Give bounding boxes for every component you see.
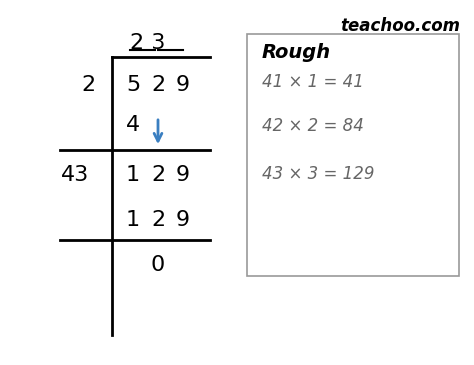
Text: 4: 4: [126, 115, 140, 135]
Text: 2: 2: [151, 165, 165, 185]
Text: 2: 2: [81, 75, 95, 95]
Text: 9: 9: [176, 75, 190, 95]
Text: 41 × 1 = 41: 41 × 1 = 41: [262, 73, 364, 91]
Text: 43 × 3 = 129: 43 × 3 = 129: [262, 165, 374, 183]
Text: 2 3: 2 3: [130, 33, 166, 53]
Text: 42 × 2 = 84: 42 × 2 = 84: [262, 117, 364, 135]
Text: 1: 1: [126, 210, 140, 230]
Text: teachoo.com: teachoo.com: [340, 17, 460, 35]
Text: 0: 0: [151, 255, 165, 275]
Text: 9: 9: [176, 210, 190, 230]
Text: 43: 43: [61, 165, 89, 185]
Text: 5: 5: [126, 75, 140, 95]
Text: 1: 1: [126, 165, 140, 185]
FancyBboxPatch shape: [247, 34, 459, 276]
Text: 2: 2: [151, 210, 165, 230]
Text: 2: 2: [151, 75, 165, 95]
Text: Rough: Rough: [262, 43, 331, 62]
Text: 9: 9: [176, 165, 190, 185]
